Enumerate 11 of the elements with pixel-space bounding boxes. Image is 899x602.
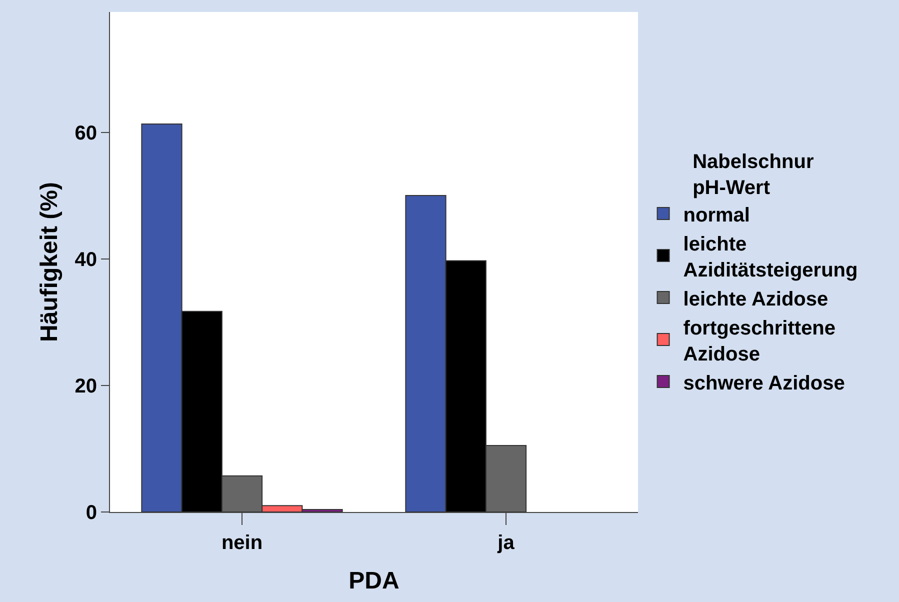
x-tick-label: ja	[496, 532, 516, 554]
y-tick-label: 60	[74, 122, 97, 144]
legend-label: normal	[683, 204, 750, 226]
x-tick-label: nein	[221, 532, 263, 554]
y-tick-label: 20	[74, 375, 97, 398]
y-tick-label: 40	[74, 248, 97, 271]
x-axis-title: PDA	[348, 567, 400, 594]
y-axis-title: Häufigkeit (%)	[36, 182, 63, 342]
legend-label: leichte Azidose	[683, 288, 828, 310]
legend-label: schwere Azidose	[683, 372, 845, 394]
y-tick-label: 0	[86, 502, 97, 524]
